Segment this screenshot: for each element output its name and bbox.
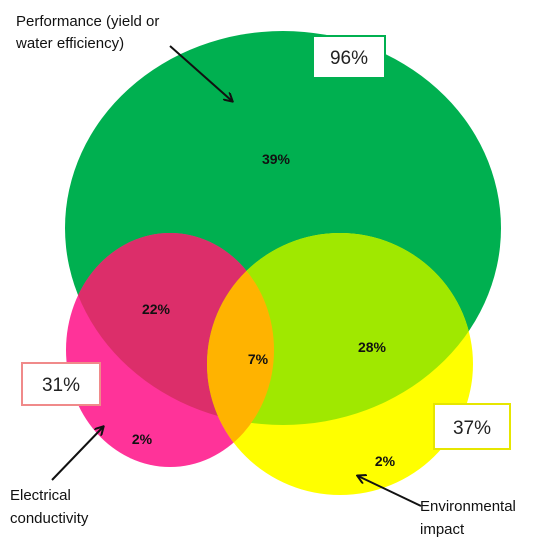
environmental-caption: Environmental impact [420, 498, 516, 538]
environmental-total-box: 37% [433, 403, 511, 450]
environmental-arrow [358, 476, 422, 507]
electrical-caption-line-2: conductivity [10, 510, 89, 527]
performance-total-text: 96% [330, 48, 368, 69]
environmental-total-text: 37% [453, 418, 491, 439]
electrical-only-label: 2% [132, 431, 153, 447]
performance-arrow [169, 45, 232, 101]
environmental-only-label: 2% [375, 453, 396, 469]
performance-total-box: 96% [312, 35, 386, 79]
electrical-total-box: 31% [21, 362, 101, 406]
performance-caption: Performance (yield or water efficiency) [15, 13, 159, 52]
electrical-total-text: 31% [42, 375, 80, 396]
environmental-caption-line-2: impact [420, 521, 465, 538]
performance-electrical-label: 22% [142, 301, 171, 317]
performance-caption-line-1: Performance (yield or [16, 13, 159, 30]
performance-environmental-overlap [207, 233, 473, 425]
all-three-label: 7% [248, 351, 269, 367]
performance-only-label: 39% [262, 151, 291, 167]
electrical-arrow [51, 427, 103, 481]
electrical-caption-line-1: Electrical [10, 487, 71, 504]
environmental-caption-line-1: Environmental [420, 498, 516, 515]
performance-environmental-label: 28% [358, 339, 387, 355]
electrical-caption: Electrical conductivity [10, 487, 89, 527]
performance-caption-line-2: water efficiency) [15, 35, 124, 52]
